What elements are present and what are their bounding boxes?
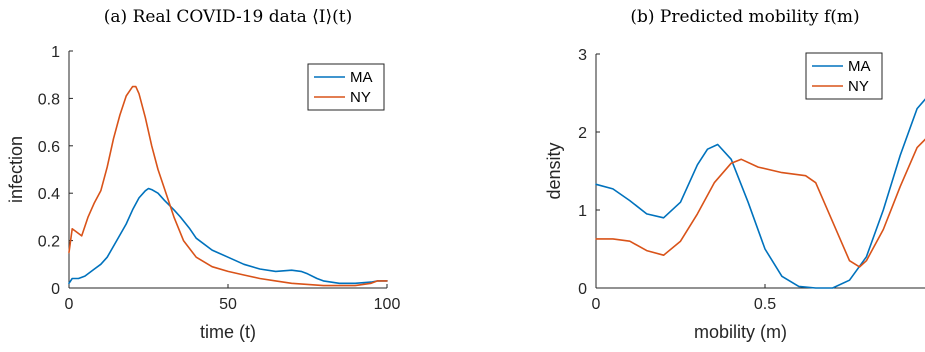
y-axis-label: density — [544, 142, 564, 199]
y-tick-label: 3 — [578, 47, 587, 64]
y-tick-label: 1 — [51, 44, 60, 61]
y-tick-label: 0.8 — [38, 91, 60, 108]
x-tick-label: 100 — [374, 296, 401, 313]
x-tick-label: 0 — [592, 296, 601, 313]
y-tick-label: 0 — [51, 281, 60, 298]
chart-title: (b) Predicted mobility f(m) — [630, 7, 859, 27]
series-line-ny — [68, 85, 388, 287]
legend: MA NY — [307, 63, 385, 111]
x-axis-label: time (t) — [200, 322, 256, 342]
legend: MA NY — [805, 52, 883, 100]
legend-label-ny: NY — [848, 78, 869, 95]
y-tick-label: 0.2 — [38, 234, 60, 251]
legend-box — [805, 52, 883, 100]
series-line-ma — [68, 187, 388, 285]
y-tick-label: 0.6 — [38, 139, 60, 156]
legend-label-ma: MA — [350, 69, 373, 86]
y-tick-label: 0.4 — [38, 186, 60, 203]
x-tick-label: 0 — [65, 296, 74, 313]
chart-title: (a) Real COVID-19 data ⟨I⟩(t) — [104, 7, 352, 27]
x-tick-label: 0.5 — [754, 296, 776, 313]
x-tick-label: 50 — [219, 296, 237, 313]
series-line-ma — [595, 98, 925, 289]
y-tick-label: 1 — [578, 203, 587, 220]
chart-infection-panel: (a) Real COVID-19 data ⟨I⟩(t) 0 50 100 0 0.2 0… — [6, 7, 400, 342]
x-axis-label: mobility (m) — [694, 322, 787, 342]
y-tick-label: 0 — [578, 281, 587, 298]
chart-mobility-density-panel: (b) Predicted mobility f(m)00.510123mobi… — [544, 7, 925, 342]
legend-label-ny: NY — [350, 89, 371, 106]
legend-label-ma: MA — [848, 58, 871, 75]
legend-box — [307, 63, 385, 111]
y-axis-label: infection — [6, 136, 26, 203]
series-line-ny — [595, 138, 925, 268]
y-tick-label: 2 — [578, 125, 587, 142]
